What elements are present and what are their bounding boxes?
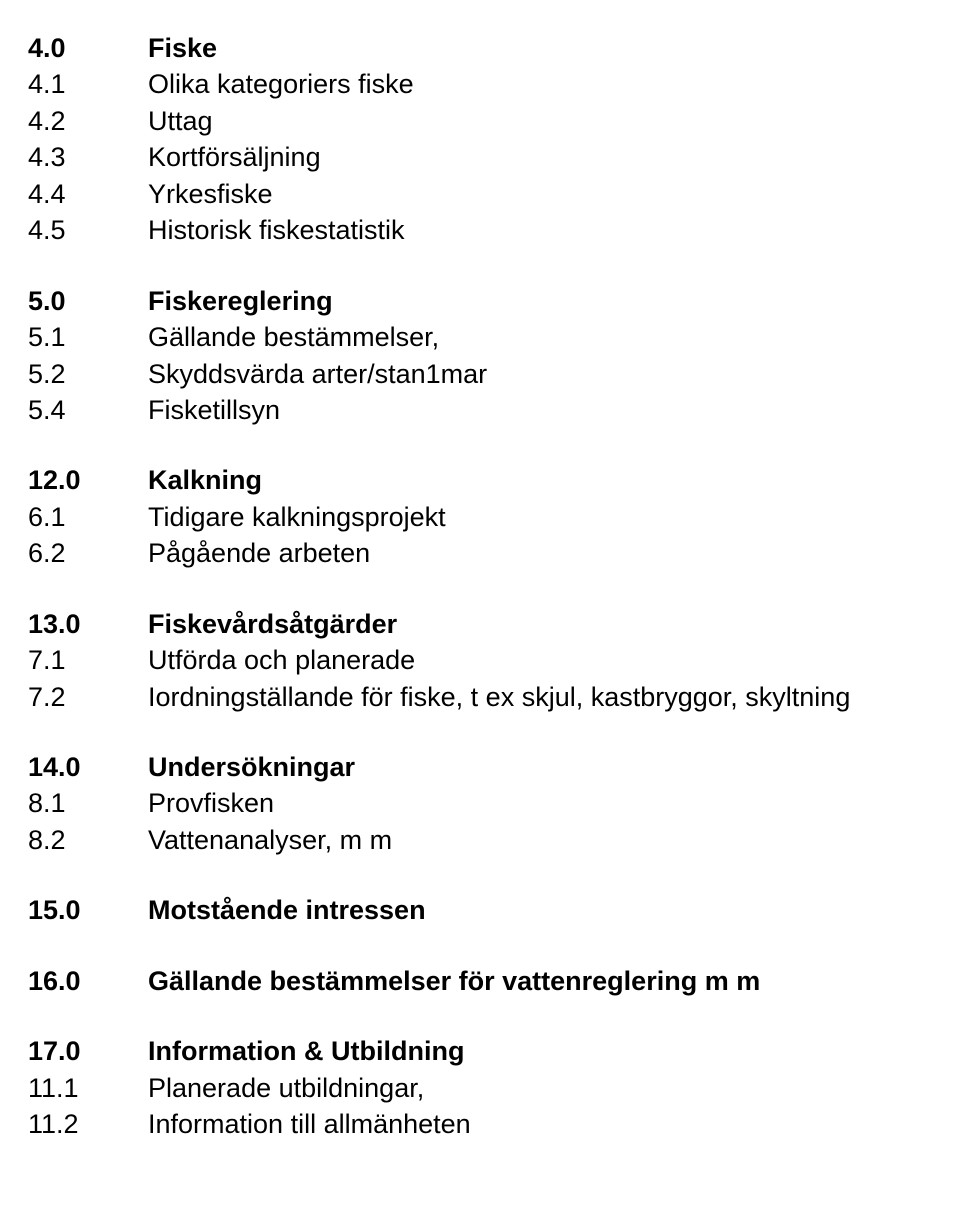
item-label: Planerade utbildningar, bbox=[148, 1070, 960, 1106]
toc-item: 6.1 Tidigare kalkningsprojekt bbox=[28, 499, 960, 535]
heading-label: Fiskevårdsåtgärder bbox=[148, 606, 960, 642]
heading-label: Fiskereglering bbox=[148, 283, 960, 319]
item-number: 5.2 bbox=[28, 356, 148, 392]
item-number: 8.2 bbox=[28, 822, 148, 858]
section-heading: 15.0 Motstående intressen bbox=[28, 892, 960, 928]
heading-number: 13.0 bbox=[28, 606, 148, 642]
section-heading: 14.0 Undersökningar bbox=[28, 749, 960, 785]
item-number: 4.3 bbox=[28, 139, 148, 175]
toc-section: 15.0 Motstående intressen bbox=[28, 892, 960, 928]
section-heading: 16.0 Gällande bestämmelser för vattenreg… bbox=[28, 963, 960, 999]
toc-item: 8.2 Vattenanalyser, m m bbox=[28, 822, 960, 858]
toc-item: 5.2 Skyddsvärda arter/stan1mar bbox=[28, 356, 960, 392]
item-label: Historisk fiskestatistik bbox=[148, 212, 960, 248]
item-label: Skyddsvärda arter/stan1mar bbox=[148, 356, 960, 392]
toc-item: 6.2 Pågående arbeten bbox=[28, 535, 960, 571]
heading-number: 16.0 bbox=[28, 963, 148, 999]
toc-item: 4.5 Historisk fiskestatistik bbox=[28, 212, 960, 248]
toc-item: 4.4 Yrkesfiske bbox=[28, 176, 960, 212]
heading-label: Information & Utbildning bbox=[148, 1033, 960, 1069]
toc-section: 13.0 Fiskevårdsåtgärder 7.1 Utförda och … bbox=[28, 606, 960, 715]
toc-item: 4.1 Olika kategoriers fiske bbox=[28, 66, 960, 102]
item-number: 6.1 bbox=[28, 499, 148, 535]
item-label: Vattenanalyser, m m bbox=[148, 822, 960, 858]
toc-item: 5.4 Fisketillsyn bbox=[28, 392, 960, 428]
item-label: Fisketillsyn bbox=[148, 392, 960, 428]
item-number: 4.2 bbox=[28, 103, 148, 139]
toc-section: 4.0 Fiske 4.1 Olika kategoriers fiske 4.… bbox=[28, 30, 960, 249]
toc-item: 4.3 Kortförsäljning bbox=[28, 139, 960, 175]
heading-label: Gällande bestämmelser för vattenreglerin… bbox=[148, 963, 960, 999]
item-label: Tidigare kalkningsprojekt bbox=[148, 499, 960, 535]
heading-number: 4.0 bbox=[28, 30, 148, 66]
toc-item: 11.1 Planerade utbildningar, bbox=[28, 1070, 960, 1106]
item-label: Provfisken bbox=[148, 785, 960, 821]
heading-number: 17.0 bbox=[28, 1033, 148, 1069]
toc-container: 4.0 Fiske 4.1 Olika kategoriers fiske 4.… bbox=[28, 30, 960, 1143]
toc-item: 7.1 Utförda och planerade bbox=[28, 642, 960, 678]
toc-item: 4.2 Uttag bbox=[28, 103, 960, 139]
item-label: Olika kategoriers fiske bbox=[148, 66, 960, 102]
heading-number: 14.0 bbox=[28, 749, 148, 785]
item-number: 5.1 bbox=[28, 319, 148, 355]
heading-label: Undersökningar bbox=[148, 749, 960, 785]
item-label: Gällande bestämmelser, bbox=[148, 319, 960, 355]
toc-section: 17.0 Information & Utbildning 11.1 Plane… bbox=[28, 1033, 960, 1142]
item-number: 6.2 bbox=[28, 535, 148, 571]
heading-number: 12.0 bbox=[28, 462, 148, 498]
item-label: Information till allmänheten bbox=[148, 1106, 960, 1142]
item-number: 11.2 bbox=[28, 1106, 148, 1142]
section-heading: 12.0 Kalkning bbox=[28, 462, 960, 498]
section-heading: 13.0 Fiskevårdsåtgärder bbox=[28, 606, 960, 642]
item-label: Iordningställande för fiske, t ex skjul,… bbox=[148, 679, 960, 715]
toc-item: 5.1 Gällande bestämmelser, bbox=[28, 319, 960, 355]
toc-item: 7.2 Iordningställande för fiske, t ex sk… bbox=[28, 679, 960, 715]
item-number: 7.2 bbox=[28, 679, 148, 715]
section-heading: 5.0 Fiskereglering bbox=[28, 283, 960, 319]
item-label: Kortförsäljning bbox=[148, 139, 960, 175]
heading-number: 15.0 bbox=[28, 892, 148, 928]
toc-section: 16.0 Gällande bestämmelser för vattenreg… bbox=[28, 963, 960, 999]
toc-section: 5.0 Fiskereglering 5.1 Gällande bestämme… bbox=[28, 283, 960, 429]
heading-label: Motstående intressen bbox=[148, 892, 960, 928]
item-label: Uttag bbox=[148, 103, 960, 139]
section-heading: 17.0 Information & Utbildning bbox=[28, 1033, 960, 1069]
heading-number: 5.0 bbox=[28, 283, 148, 319]
item-number: 4.1 bbox=[28, 66, 148, 102]
heading-label: Fiske bbox=[148, 30, 960, 66]
heading-label: Kalkning bbox=[148, 462, 960, 498]
item-label: Utförda och planerade bbox=[148, 642, 960, 678]
item-number: 7.1 bbox=[28, 642, 148, 678]
toc-item: 8.1 Provfisken bbox=[28, 785, 960, 821]
item-number: 4.5 bbox=[28, 212, 148, 248]
item-number: 8.1 bbox=[28, 785, 148, 821]
item-number: 5.4 bbox=[28, 392, 148, 428]
item-number: 4.4 bbox=[28, 176, 148, 212]
toc-section: 14.0 Undersökningar 8.1 Provfisken 8.2 V… bbox=[28, 749, 960, 858]
item-label: Pågående arbeten bbox=[148, 535, 960, 571]
item-label: Yrkesfiske bbox=[148, 176, 960, 212]
toc-item: 11.2 Information till allmänheten bbox=[28, 1106, 960, 1142]
toc-section: 12.0 Kalkning 6.1 Tidigare kalkningsproj… bbox=[28, 462, 960, 571]
section-heading: 4.0 Fiske bbox=[28, 30, 960, 66]
item-number: 11.1 bbox=[28, 1070, 148, 1106]
